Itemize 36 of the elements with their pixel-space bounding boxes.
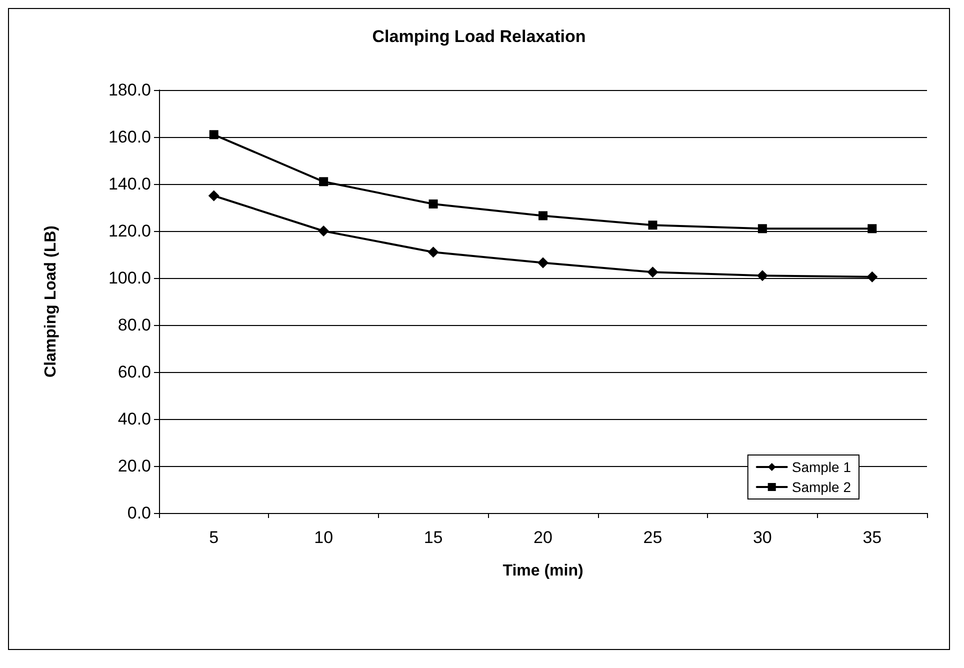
x-axis-title: Time (min) [502, 562, 584, 580]
y-tick-label: 40.0 [118, 410, 151, 428]
y-tick-label: 120.0 [108, 222, 151, 240]
x-tick-label: 5 [209, 528, 219, 547]
point [538, 257, 548, 268]
point [209, 130, 218, 140]
point [318, 226, 330, 236]
x-tick-label: 25 [643, 528, 662, 547]
point [868, 224, 877, 234]
y-tick-label: 100.0 [108, 268, 151, 288]
point [538, 211, 548, 220]
y-tick-label: 180.0 [108, 80, 151, 100]
chart-title: Clamping Load Relaxation [372, 27, 586, 46]
point [648, 220, 658, 230]
y-tick-label: 160.0 [108, 128, 151, 146]
point [647, 266, 658, 278]
legend-label: Sample 2 [792, 479, 852, 495]
x-tick-label: 30 [752, 528, 772, 547]
x-tick-label: 15 [424, 528, 443, 547]
y-tick-label: 60.0 [118, 362, 151, 382]
y-tick-label: 20.0 [118, 456, 151, 476]
point [319, 177, 328, 186]
y-tick-label: 0.0 [127, 504, 151, 522]
point [866, 271, 878, 282]
y-tick-label: 140.0 [108, 174, 151, 194]
point [428, 246, 439, 258]
legend-label: Sample 1 [792, 459, 852, 475]
x-tick-label: 20 [534, 528, 552, 547]
y-tick-label: 80.0 [118, 316, 151, 334]
point [758, 224, 767, 234]
y-axis-title: Clamping Load (LB) [42, 226, 60, 378]
point [756, 270, 768, 282]
x-tick-label: 35 [862, 528, 882, 547]
point [208, 190, 220, 202]
point [428, 199, 438, 208]
x-tick-label: 10 [314, 528, 334, 547]
